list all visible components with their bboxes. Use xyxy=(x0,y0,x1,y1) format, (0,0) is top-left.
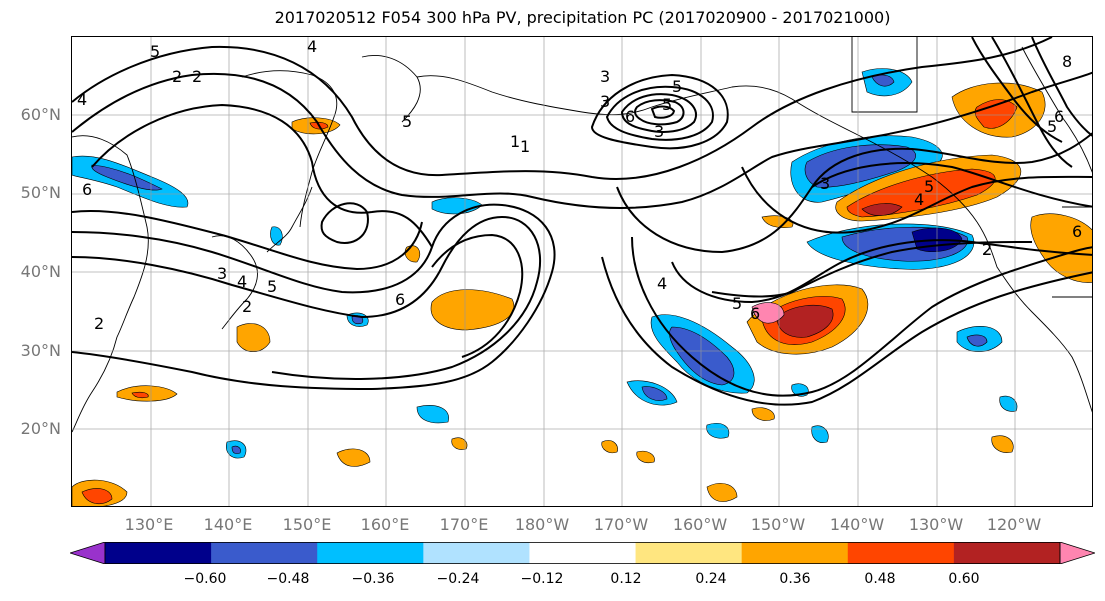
contour-label: 5 xyxy=(267,277,277,296)
contour-label: 2 xyxy=(192,67,202,86)
contour-label: 2 xyxy=(982,240,992,259)
precip-pos-150e xyxy=(236,323,271,353)
contour-label: 2 xyxy=(172,67,182,86)
colorbar-segment xyxy=(953,542,1061,564)
contour-label: 5 xyxy=(662,95,672,114)
contour-label: 1 xyxy=(520,137,530,156)
precip-shading xyxy=(72,68,1092,506)
lon-label-140e: 140°E xyxy=(203,515,253,534)
colorbar-tick-label: 0.60 xyxy=(948,571,980,587)
colorbar-border xyxy=(104,542,1061,565)
lat-label-30n: 30°N xyxy=(20,341,61,360)
lon-label-160e: 160°E xyxy=(360,515,410,534)
colorbar-extend-low xyxy=(68,541,106,565)
contour-label: 4 xyxy=(657,274,667,293)
contour-label: 5 xyxy=(1047,117,1057,136)
contour-label: 1 xyxy=(510,132,520,151)
contour-label: 5 xyxy=(732,294,742,313)
colorbar-tick-label: −0.36 xyxy=(351,571,395,587)
contour-label: 6 xyxy=(1054,107,1064,126)
colorbar-tick-label: 0.24 xyxy=(695,571,727,587)
contour-labels: 5 2 4 6 2 3 4 5 1 3 5 6 5 3 1 6 4 3 2 5 xyxy=(77,37,1082,333)
contour-label: 4 xyxy=(307,37,317,56)
pv-contours xyxy=(72,37,1092,406)
contour-label: 6 xyxy=(1072,222,1082,241)
precip-neg-170e xyxy=(431,197,483,215)
colorbar-tick-label: −0.24 xyxy=(436,571,480,587)
precip-pos-160e xyxy=(404,245,421,263)
colorbar-tick-label: 0.36 xyxy=(779,571,811,587)
contour-label: 3 xyxy=(217,264,227,283)
lon-label-180w: 180°W xyxy=(514,515,570,534)
contour-label: 3 xyxy=(600,67,610,86)
lon-label-160w: 160°W xyxy=(672,515,728,534)
map-canvas: 5 2 4 6 2 3 4 5 1 3 5 6 5 3 1 6 4 3 2 5 xyxy=(72,37,1092,506)
contour-label: 6 xyxy=(395,290,405,309)
lat-label-60n: 60°N xyxy=(20,105,61,124)
contour-label: 3 xyxy=(600,92,610,111)
contour-label: 2 xyxy=(242,297,252,316)
contour-label: 5 xyxy=(924,177,934,196)
colorbar-segment xyxy=(847,542,955,564)
precip-neg-japan xyxy=(270,226,283,246)
colorbar-segment xyxy=(211,542,318,564)
precip-neg-west-core xyxy=(91,164,163,191)
lon-label-120w: 120°W xyxy=(986,515,1042,534)
colorbar-tick-label: 0.12 xyxy=(610,571,642,587)
contour-label: 8 xyxy=(1062,52,1072,71)
contour-label: 5 xyxy=(402,112,412,131)
contour-label: 6 xyxy=(750,304,760,323)
map-panel: 5 2 4 6 2 3 4 5 1 3 5 6 5 3 1 6 4 3 2 5 xyxy=(71,36,1093,507)
contour-label: 2 xyxy=(982,240,992,259)
contour-label: 6 xyxy=(625,107,635,126)
colorbar-tick-label: −0.48 xyxy=(266,571,310,587)
lon-label-170w: 170°W xyxy=(593,515,649,534)
lat-label-20n: 20°N xyxy=(20,419,61,438)
colorbar-segment xyxy=(741,542,849,564)
contour-label: 3 xyxy=(654,122,664,141)
colorbar-segment xyxy=(529,542,637,564)
contour-label: 5 xyxy=(672,77,682,96)
contour-label: 4 xyxy=(237,272,247,291)
colorbar-segment xyxy=(317,542,424,564)
contour-label: 5 xyxy=(150,42,160,61)
contour-label: 3 xyxy=(820,174,830,193)
lat-label-40n: 40°N xyxy=(20,262,61,281)
colorbar-svg xyxy=(68,541,1097,565)
lon-label-170e: 170°E xyxy=(439,515,489,534)
contour-label: 4 xyxy=(914,190,924,209)
lon-label-140w: 140°W xyxy=(829,515,885,534)
colorbar-segment xyxy=(105,542,212,564)
colorbar-tick-label: −0.12 xyxy=(520,571,564,587)
precip-pos-us-coast xyxy=(1030,213,1092,283)
colorbar-tick-label: 0.48 xyxy=(864,571,896,587)
colorbar-segment xyxy=(423,542,530,564)
colorbar-tick-label: −0.60 xyxy=(183,571,227,587)
lon-label-130w: 130°W xyxy=(908,515,964,534)
colorbar xyxy=(68,541,1097,565)
contour-label: 2 xyxy=(94,314,104,333)
lon-label-130e: 130°E xyxy=(124,515,174,534)
lon-label-150w: 150°W xyxy=(750,515,806,534)
map-title: 2017020512 F054 300 hPa PV, precipitatio… xyxy=(274,8,891,27)
contour-label: 4 xyxy=(77,90,87,109)
precip-pos-170e-south xyxy=(430,289,515,331)
colorbar-extend-high xyxy=(1059,541,1097,565)
lat-label-50n: 50°N xyxy=(20,183,61,202)
lon-label-150e: 150°E xyxy=(282,515,332,534)
colorbar-segment xyxy=(635,542,743,564)
contour-label: 6 xyxy=(82,180,92,199)
